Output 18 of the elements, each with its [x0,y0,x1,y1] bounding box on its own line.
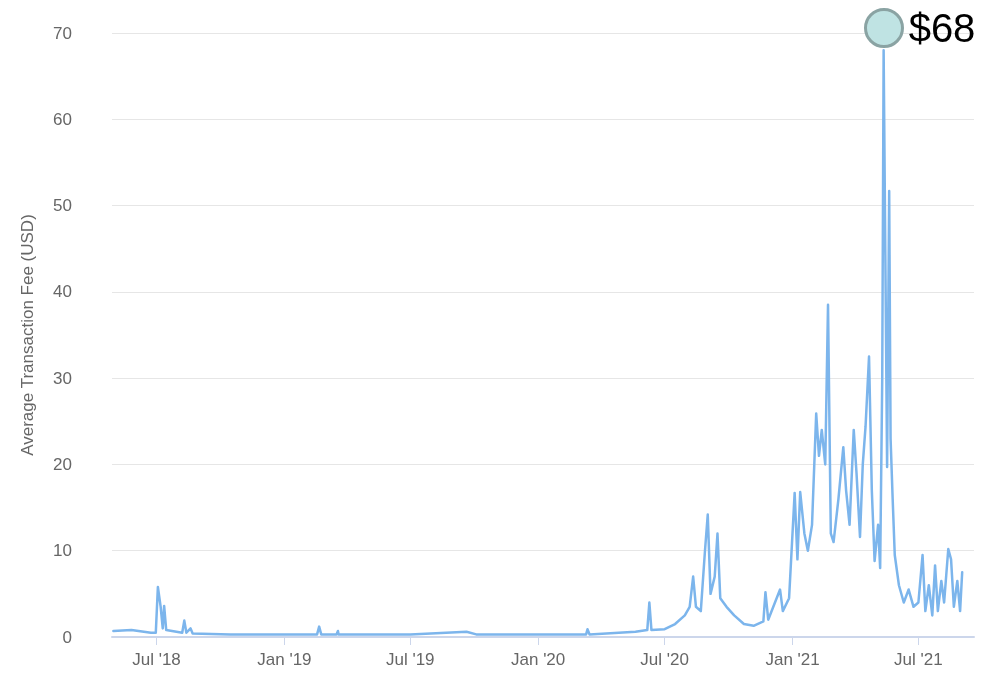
x-tick-label: Jan '21 [765,650,820,669]
y-tick-label: 70 [53,23,72,43]
x-tick-label: Jul '19 [385,650,435,669]
line-series [112,49,964,636]
x-tick-label: Jan '20 [510,650,566,669]
y-tick-label: 30 [53,368,72,388]
x-tick-label: Jul '18 [132,650,181,669]
y-tick-label: 10 [53,541,72,561]
y-tick-label: 0 [62,627,72,647]
y-axis-title: Average Transaction Fee (USD) [18,214,37,456]
x-tick-label: Jul '20 [640,650,689,669]
y-tick-label: 20 [53,454,72,474]
y-tick-label: 60 [53,109,72,129]
annotation: $68 [908,6,976,51]
x-tick-label: Jul '21 [894,650,943,669]
x-tick-label: Jan '19 [257,650,312,669]
y-tick-label: 50 [53,196,72,216]
y-tick-label: 40 [53,282,72,302]
